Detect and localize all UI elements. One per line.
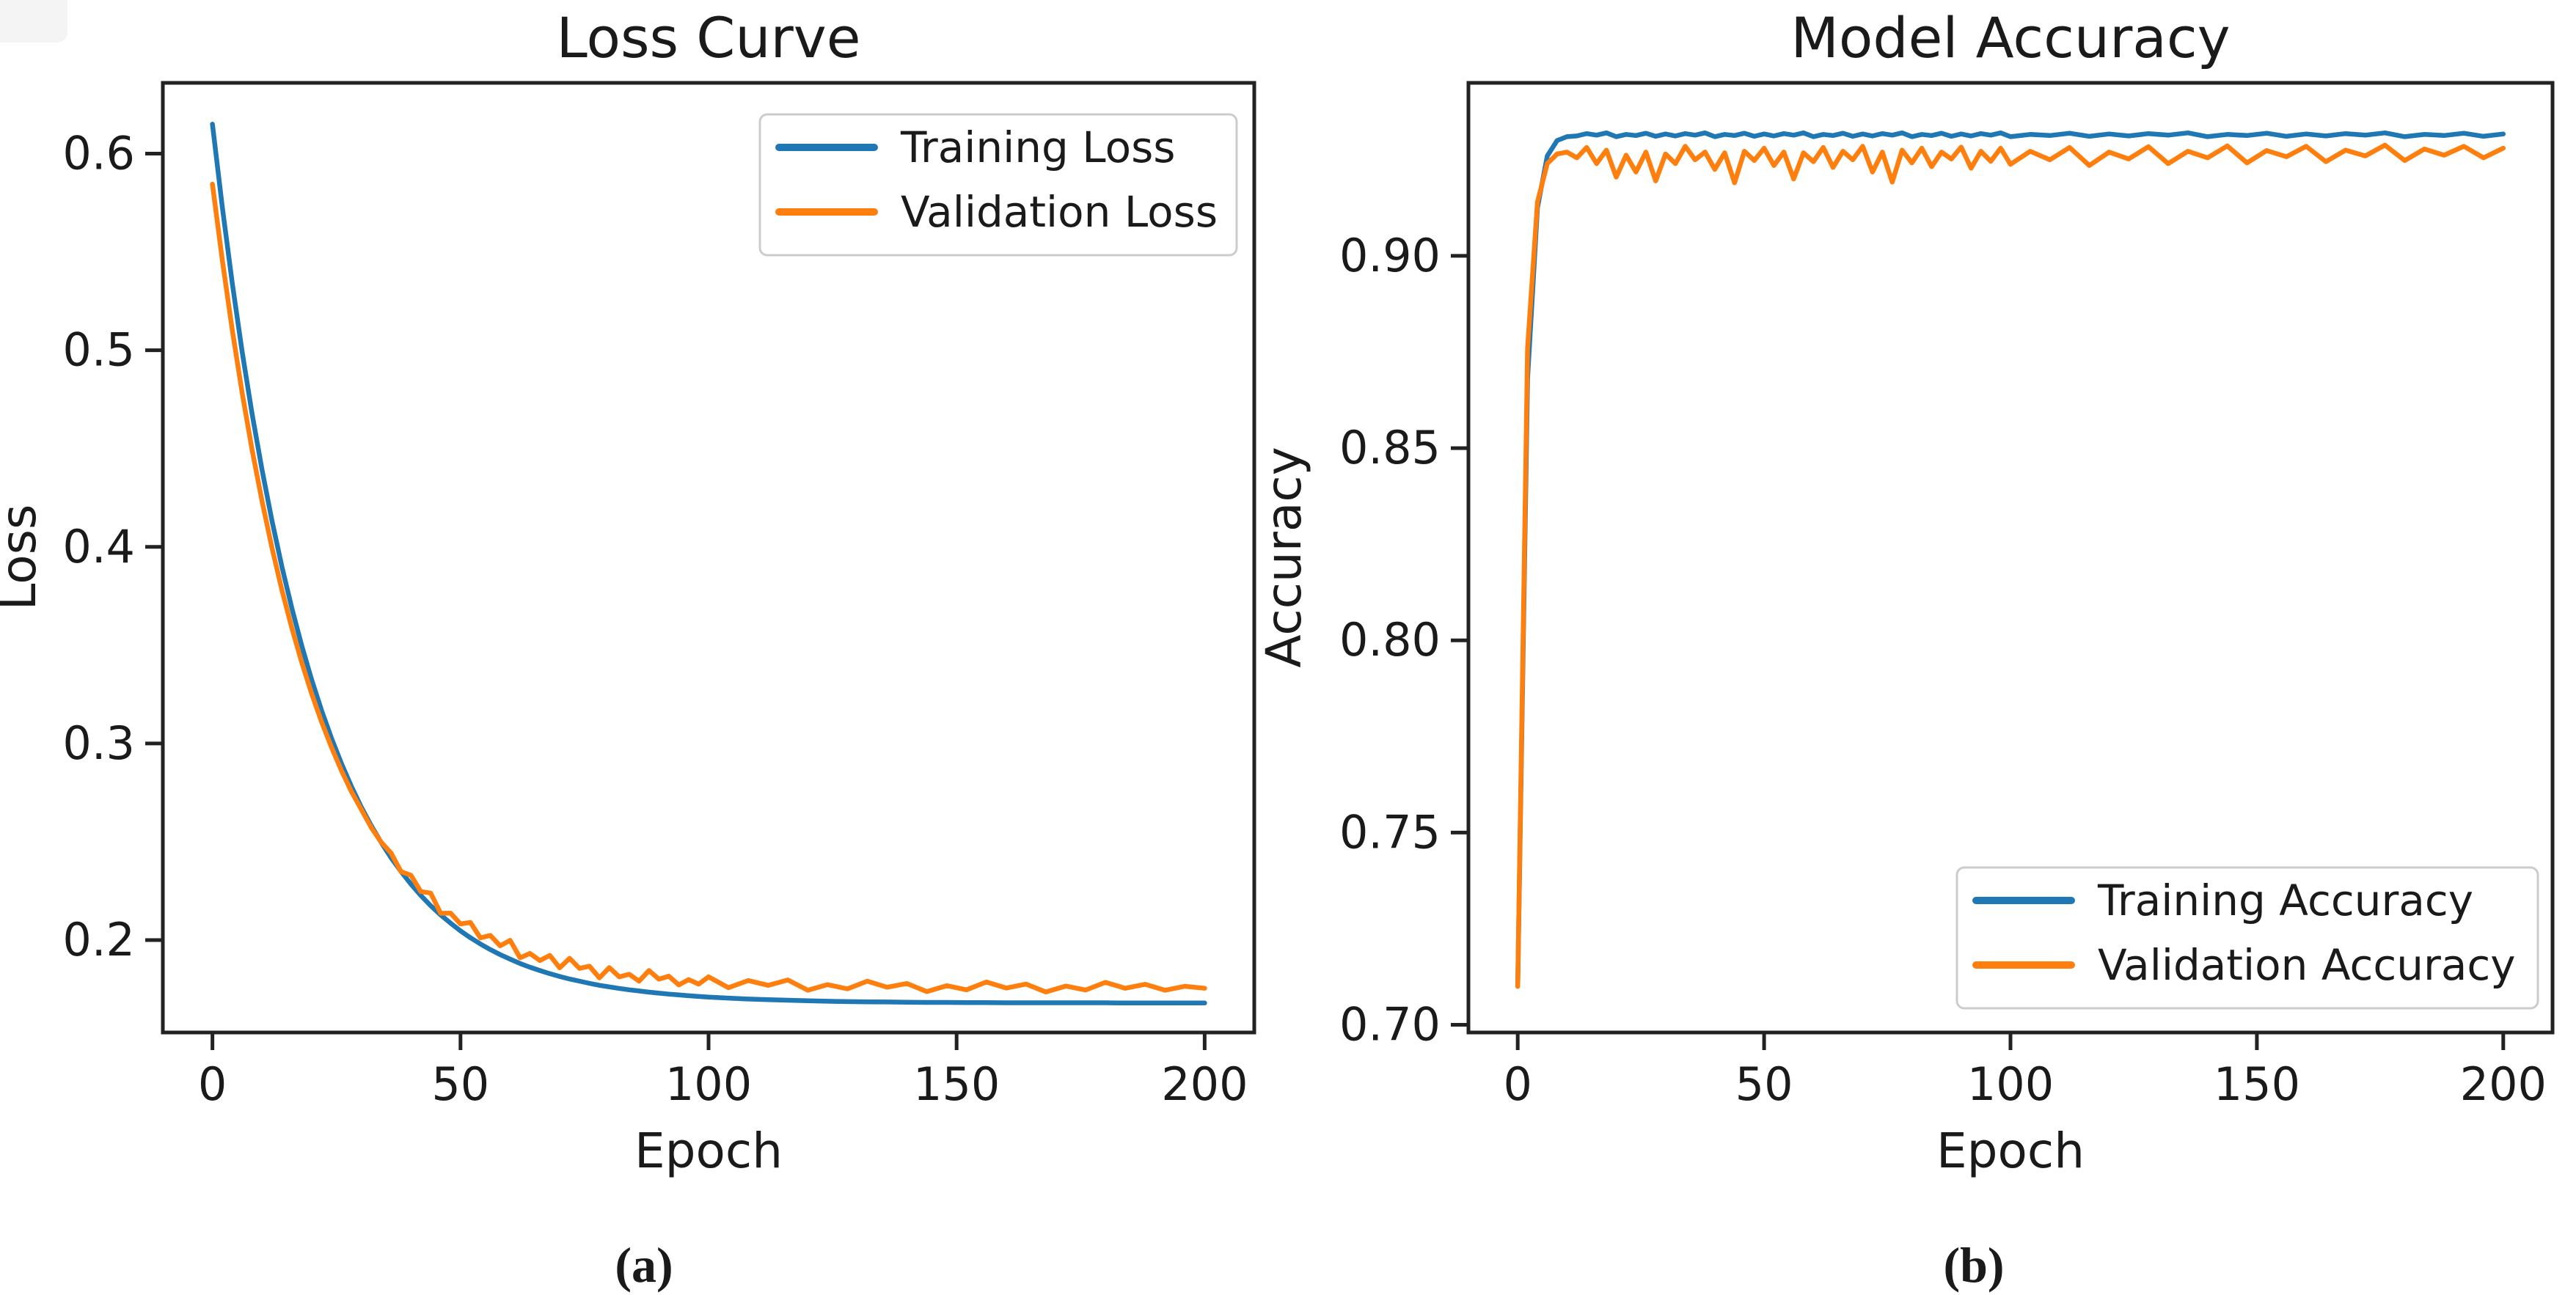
validation-accuracy-legend-label: Validation Accuracy	[2098, 940, 2516, 990]
validation-loss-line	[210, 181, 1207, 995]
loss-y-axis-label: Loss	[0, 505, 47, 611]
training-loss-line	[210, 122, 1207, 1006]
x-tick-label: 200	[2460, 1057, 2547, 1111]
y-tick-label: 0.3	[62, 716, 135, 770]
training-loss-legend-label: Training Loss	[900, 122, 1176, 172]
y-tick-label: 0.80	[1339, 613, 1441, 667]
x-tick-label: 200	[1161, 1057, 1248, 1111]
training-accuracy-line	[1515, 130, 2506, 989]
y-tick-label: 0.5	[62, 323, 135, 377]
loss-x-axis-label: Epoch	[634, 1123, 783, 1179]
validation-accuracy-line	[1515, 142, 2506, 989]
loss-chart-plot-area: 0 50 100 150 200 0.2 0.3 0.4 0.5 0.6	[62, 81, 1256, 1111]
axes-spines	[161, 81, 1256, 1035]
y-tick-label: 0.6	[62, 127, 135, 180]
x-tick-label: 50	[431, 1057, 489, 1111]
accuracy-x-axis-label: Epoch	[1936, 1123, 2085, 1179]
x-tick-label: 50	[1735, 1057, 1793, 1111]
validation-loss-legend-label: Validation Loss	[901, 187, 1218, 237]
accuracy-chart-plot-area: 0 50 100 150 200 0.70 0.75 0.80 0.85 0.90	[1339, 81, 2555, 1111]
x-tick-label: 0	[1503, 1057, 1532, 1111]
caption-a: (a)	[615, 1237, 673, 1293]
accuracy-y-axis-label: Accuracy	[1256, 447, 1312, 667]
accuracy-legend-box	[1955, 866, 2539, 1010]
x-tick-label: 0	[198, 1057, 227, 1111]
y-tick-label: 0.85	[1339, 421, 1441, 474]
x-tick-label: 100	[665, 1057, 752, 1111]
y-tick-label: 0.4	[62, 520, 135, 573]
x-tick-label: 100	[1967, 1057, 2054, 1111]
x-tick-label: 150	[913, 1057, 1000, 1111]
y-tick-label: 0.90	[1339, 229, 1441, 282]
loss-chart-title: Loss Curve	[556, 5, 860, 70]
training-accuracy-legend-label: Training Accuracy	[2097, 876, 2473, 925]
caption-b: (b)	[1943, 1237, 2004, 1293]
loss-legend-box	[758, 113, 1238, 257]
loss-legend: Training Loss Validation Loss	[758, 113, 1238, 257]
y-tick-label: 0.2	[62, 913, 135, 966]
accuracy-chart-title: Model Accuracy	[1790, 5, 2230, 70]
accuracy-legend: Training Accuracy Validation Accuracy	[1955, 866, 2539, 1010]
x-tick-label: 150	[2214, 1057, 2300, 1111]
axes-spines	[1466, 81, 2555, 1035]
y-tick-label: 0.70	[1339, 998, 1441, 1052]
y-tick-label: 0.75	[1339, 805, 1441, 859]
scan-corner-artifact	[0, 0, 67, 43]
